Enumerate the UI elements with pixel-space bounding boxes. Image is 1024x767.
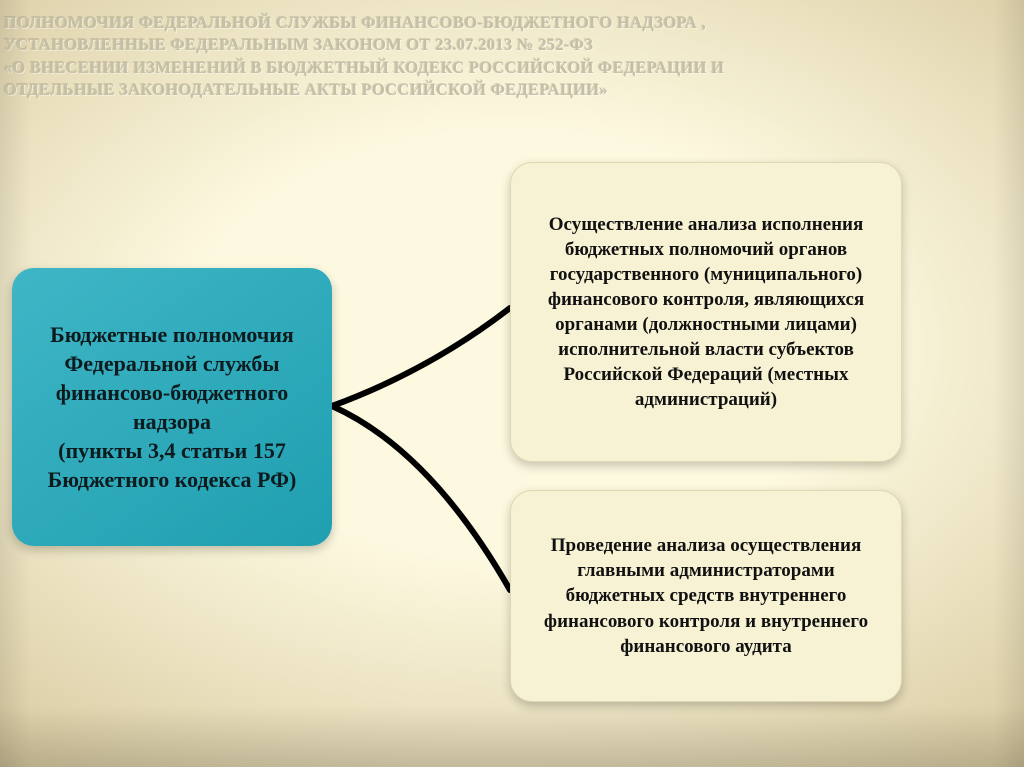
title-line-2: УСТАНОВЛЕННЫЕ ФЕДЕРАЛЬНЫМ ЗАКОНОМ ОТ 23.… <box>4 34 1020 56</box>
connector-path-2 <box>332 406 510 590</box>
slide-title: ПОЛНОМОЧИЯ ФЕДЕРАЛЬНОЙ СЛУЖБЫ ФИНАНСОВО-… <box>0 12 1024 101</box>
title-line-3: «О ВНЕСЕНИИ ИЗМЕНЕНИЙ В БЮДЖЕТНЫЙ КОДЕКС… <box>4 57 1020 79</box>
diagram-stage: ПОЛНОМОЧИЯ ФЕДЕРАЛЬНОЙ СЛУЖБЫ ФИНАНСОВО-… <box>0 0 1024 767</box>
sub-box-2-text: Проведение анализа осуществления главным… <box>529 533 883 658</box>
connector-path-1 <box>332 308 510 406</box>
sub-box-1-text: Осуществление анализа исполнения бюджетн… <box>529 212 883 413</box>
sub-box-2: Проведение анализа осуществления главным… <box>510 490 902 702</box>
sub-box-1: Осуществление анализа исполнения бюджетн… <box>510 162 902 462</box>
main-box-text: Бюджетные полномочия Федеральной службы … <box>30 320 314 494</box>
title-line-4: ОТДЕЛЬНЫЕ ЗАКОНОДАТЕЛЬНЫЕ АКТЫ РОССИЙСКО… <box>4 79 1020 101</box>
title-line-1: ПОЛНОМОЧИЯ ФЕДЕРАЛЬНОЙ СЛУЖБЫ ФИНАНСОВО-… <box>4 12 1020 34</box>
main-box: Бюджетные полномочия Федеральной службы … <box>12 268 332 546</box>
